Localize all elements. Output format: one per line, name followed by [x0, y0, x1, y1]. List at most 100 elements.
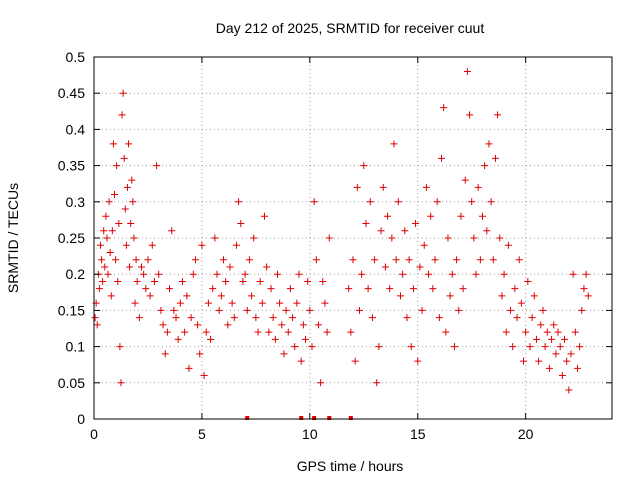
data-point: [377, 227, 385, 235]
data-point: [202, 328, 210, 336]
data-point: [107, 292, 115, 300]
x-tick-label: 10: [302, 426, 318, 442]
data-point: [392, 256, 400, 264]
data-point: [481, 162, 489, 170]
data-point: [194, 321, 202, 329]
data-point: [289, 314, 297, 322]
data-point: [114, 277, 122, 285]
data-point: [409, 285, 417, 293]
data-point: [93, 321, 101, 329]
gap-marker: [312, 416, 317, 420]
data-point: [115, 220, 123, 228]
data-point: [474, 183, 482, 191]
data-point: [513, 314, 521, 322]
data-point: [161, 350, 169, 358]
data-point: [220, 256, 227, 264]
data-point: [433, 198, 441, 206]
data-point: [418, 306, 426, 314]
data-point: [414, 357, 422, 365]
data-point: [537, 321, 545, 329]
data-point: [308, 343, 316, 351]
data-point: [235, 198, 243, 206]
data-point: [135, 314, 143, 322]
y-tick-label: 0.45: [58, 85, 85, 101]
data-point: [181, 328, 189, 336]
data-point: [111, 191, 119, 199]
data-point: [142, 285, 150, 293]
x-tick-label: 5: [198, 426, 206, 442]
data-point: [459, 285, 467, 293]
data-point: [541, 343, 549, 351]
data-point: [539, 306, 547, 314]
data-point: [390, 140, 398, 148]
data-point: [349, 256, 357, 264]
data-point: [379, 183, 387, 191]
data-point: [405, 256, 413, 264]
gap-marker: [245, 416, 250, 420]
data-points: [91, 67, 592, 394]
x-tick-label: 0: [90, 426, 98, 442]
data-point: [211, 234, 219, 242]
data-point: [396, 292, 404, 300]
data-point: [108, 227, 116, 235]
data-point: [185, 364, 193, 372]
data-point: [189, 270, 197, 278]
data-point: [457, 212, 465, 220]
data-point: [306, 306, 314, 314]
data-point: [278, 321, 286, 329]
data-point: [256, 277, 264, 285]
data-point: [500, 270, 508, 278]
data-point: [554, 328, 562, 336]
data-point: [364, 285, 372, 293]
data-point: [548, 335, 556, 343]
data-point: [148, 241, 156, 249]
data-point: [150, 277, 158, 285]
data-point: [265, 328, 273, 336]
data-point: [472, 270, 480, 278]
data-point: [483, 227, 491, 235]
data-point: [99, 277, 107, 285]
data-point: [511, 285, 519, 293]
data-point: [466, 111, 474, 119]
data-point: [520, 357, 528, 365]
data-point: [461, 176, 469, 184]
data-point: [420, 241, 428, 249]
data-point: [526, 343, 534, 351]
data-point: [437, 154, 445, 162]
data-point: [118, 111, 126, 119]
data-point: [532, 335, 540, 343]
data-point: [435, 314, 443, 322]
data-point: [362, 220, 370, 228]
data-point: [528, 314, 536, 322]
data-point: [159, 321, 167, 329]
data-point: [168, 227, 176, 235]
data-point: [373, 379, 381, 387]
data-point: [384, 212, 392, 220]
data-point: [399, 270, 407, 278]
data-point: [353, 183, 361, 191]
data-point: [310, 198, 318, 206]
data-point: [224, 321, 232, 329]
data-point: [427, 212, 435, 220]
data-point: [174, 335, 182, 343]
data-point: [394, 198, 402, 206]
data-point: [153, 162, 161, 170]
data-point: [130, 234, 138, 242]
data-point: [106, 248, 114, 256]
data-point: [273, 270, 281, 278]
data-point: [312, 256, 320, 264]
data-point: [127, 220, 135, 228]
data-point: [355, 306, 363, 314]
data-point: [293, 299, 301, 307]
data-point: [496, 234, 504, 242]
data-point: [476, 256, 484, 264]
data-point: [431, 256, 439, 264]
data-point: [299, 321, 307, 329]
y-tick-label: 0.05: [58, 375, 85, 391]
data-point: [446, 292, 454, 300]
data-point: [448, 270, 456, 278]
data-point: [375, 343, 383, 351]
data-point: [131, 299, 139, 307]
data-point: [509, 343, 517, 351]
